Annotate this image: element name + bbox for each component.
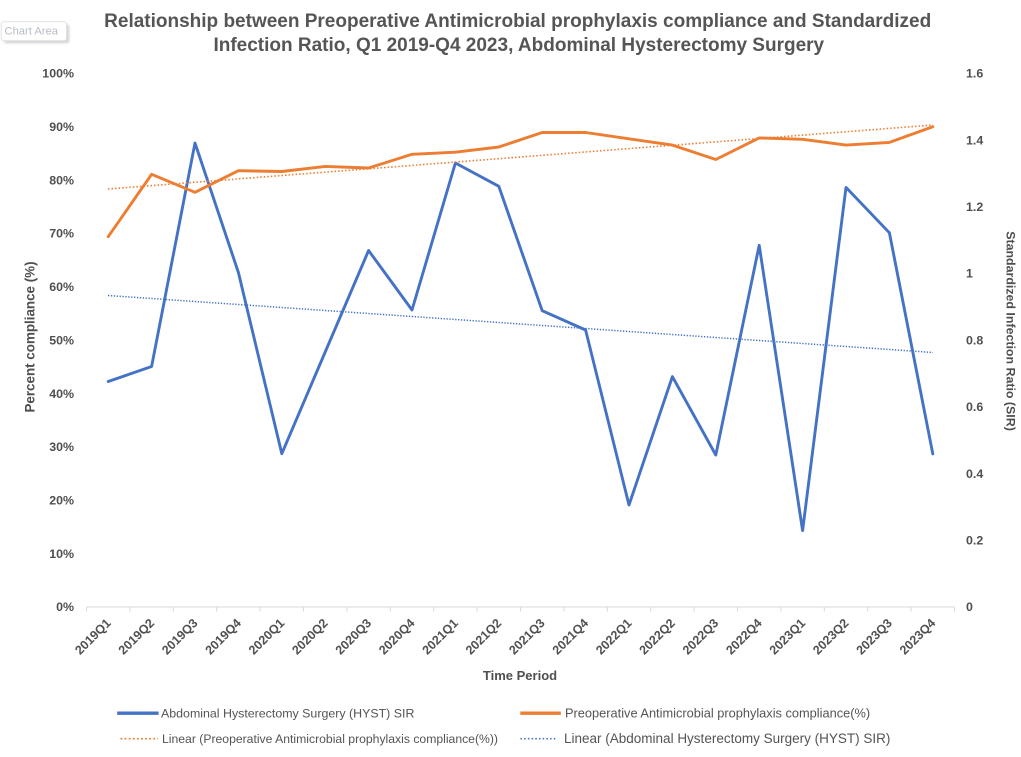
- svg-text:Infection Ratio, Q1 2019-Q4 20: Infection Ratio, Q1 2019-Q4 2023, Abdomi…: [213, 35, 824, 56]
- svg-text:30%: 30%: [49, 440, 74, 454]
- svg-text:Linear (Abdominal Hysterectomy: Linear (Abdominal Hysterectomy Surgery (…: [564, 731, 890, 746]
- svg-text:Relationship between Preoperat: Relationship between Preoperative Antimi…: [104, 11, 931, 32]
- svg-text:50%: 50%: [49, 333, 74, 347]
- svg-text:0: 0: [966, 600, 973, 614]
- svg-text:70%: 70%: [49, 227, 74, 241]
- svg-text:Time Period: Time Period: [483, 668, 557, 683]
- svg-text:Chart Area: Chart Area: [5, 25, 59, 37]
- svg-text:1.6: 1.6: [966, 67, 983, 81]
- svg-text:Preoperative Antimicrobial pro: Preoperative Antimicrobial prophylaxis c…: [565, 706, 870, 721]
- svg-text:20%: 20%: [49, 494, 74, 508]
- svg-text:60%: 60%: [49, 280, 74, 294]
- svg-text:40%: 40%: [49, 387, 74, 401]
- svg-text:Percent compliance (%): Percent compliance (%): [23, 261, 38, 412]
- svg-text:90%: 90%: [49, 120, 74, 134]
- svg-text:80%: 80%: [49, 173, 74, 187]
- svg-text:Standardized Infection Ratio (: Standardized Infection Ratio (SIR): [1004, 231, 1018, 431]
- svg-text:1: 1: [966, 267, 973, 281]
- svg-text:0.8: 0.8: [966, 333, 983, 347]
- svg-text:10%: 10%: [49, 547, 74, 561]
- svg-text:0.2: 0.2: [966, 534, 983, 548]
- svg-text:0%: 0%: [56, 600, 74, 614]
- svg-text:Linear (Preoperative Antimicro: Linear (Preoperative Antimicrobial proph…: [162, 732, 498, 746]
- svg-text:100%: 100%: [42, 67, 74, 81]
- svg-text:0.6: 0.6: [966, 400, 983, 414]
- svg-text:1.2: 1.2: [966, 200, 983, 214]
- svg-text:0.4: 0.4: [966, 467, 983, 481]
- svg-text:1.4: 1.4: [966, 133, 983, 147]
- svg-text:Abdominal Hysterectomy Surgery: Abdominal Hysterectomy Surgery (HYST) SI…: [161, 707, 414, 721]
